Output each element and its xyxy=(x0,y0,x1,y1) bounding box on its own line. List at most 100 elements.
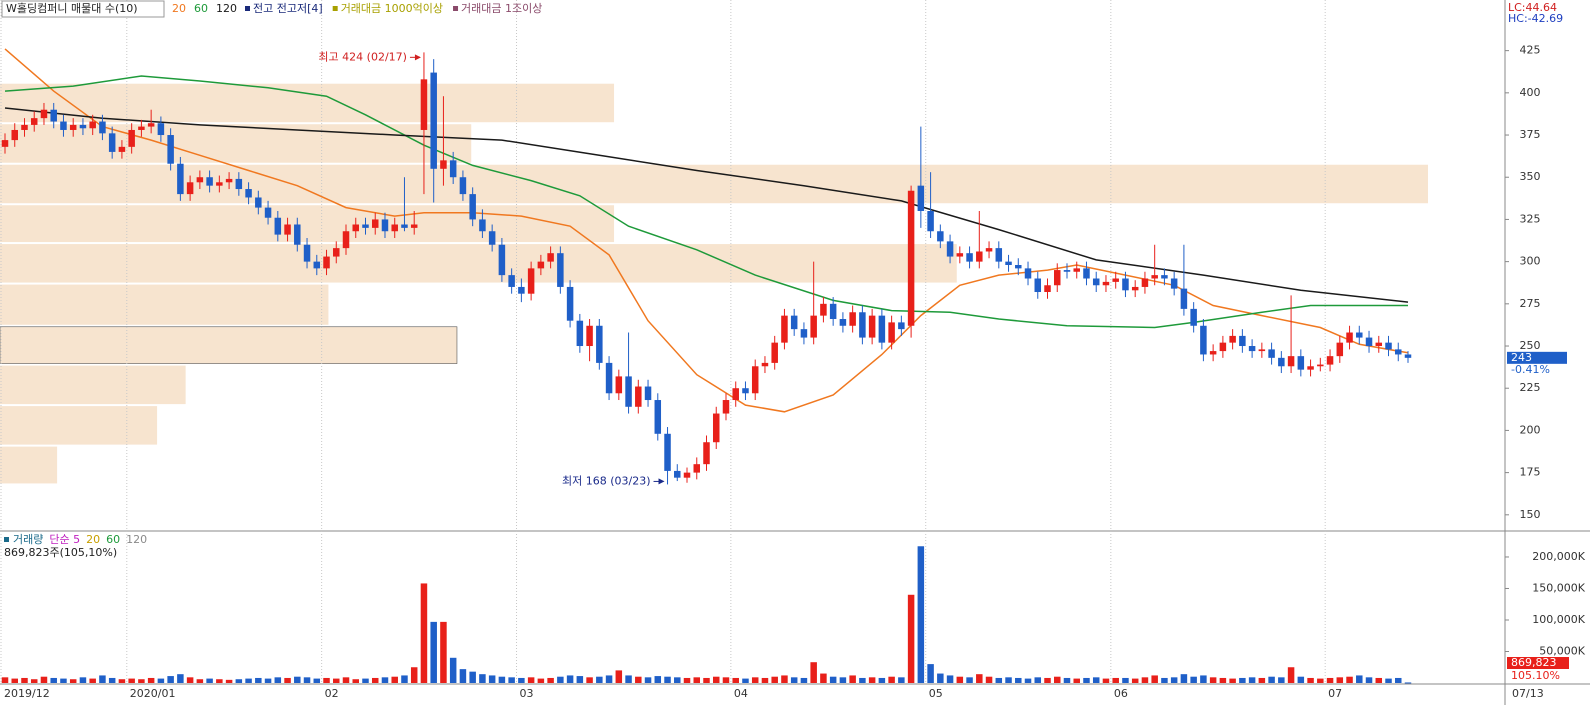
candle-body xyxy=(1044,285,1051,293)
volume-bar xyxy=(371,677,379,683)
volume-bar xyxy=(157,678,165,683)
volume-bar xyxy=(1356,675,1363,683)
candle-body xyxy=(966,253,973,262)
y-tick-label: 150,000K xyxy=(1532,581,1585,594)
candle-body xyxy=(498,244,506,276)
y-tick-label: 325 xyxy=(1520,212,1541,225)
volume-bar xyxy=(1258,677,1266,683)
candle-body xyxy=(664,433,671,471)
candle-body xyxy=(615,376,623,394)
volume-bar xyxy=(1180,674,1188,683)
volume-bar xyxy=(644,677,652,683)
volume-bar xyxy=(1151,675,1158,683)
y-tick-label: 300 xyxy=(1520,255,1541,268)
candle-body xyxy=(401,224,408,228)
volume-bar xyxy=(820,673,827,683)
volume-bar xyxy=(128,678,135,683)
candle-body xyxy=(586,325,593,347)
volume-bar xyxy=(1102,678,1110,683)
volume-profile-bar xyxy=(0,205,615,243)
candle-body xyxy=(284,224,291,235)
candle-body xyxy=(888,322,895,343)
candle-body xyxy=(255,197,262,208)
price-box xyxy=(1507,351,1567,364)
volume-bar xyxy=(1015,677,1022,683)
volume-profile-bar xyxy=(0,365,186,405)
volume-profile-bar xyxy=(0,446,58,484)
chart-title: W홀딩컴퍼니 매물대 수(10) xyxy=(6,2,138,15)
candle-body xyxy=(635,386,642,407)
volume-bar xyxy=(712,676,720,683)
volume-bar xyxy=(225,679,233,683)
candle-body xyxy=(420,79,428,130)
candle-body xyxy=(1326,356,1334,365)
volume-bar xyxy=(1063,677,1071,683)
candle-body xyxy=(186,182,194,195)
volume-bar xyxy=(313,678,321,683)
x-tick-label: 06 xyxy=(1114,687,1128,700)
candle-body xyxy=(1092,278,1100,286)
candle-body xyxy=(596,325,603,363)
volume-bar xyxy=(410,667,418,683)
volume-bar xyxy=(586,677,593,683)
candle-body xyxy=(557,253,564,287)
volume-bar xyxy=(1229,678,1236,683)
volume-bar xyxy=(186,677,194,683)
candle-body xyxy=(30,118,38,125)
candle-body xyxy=(352,224,359,232)
candle-body xyxy=(644,386,652,401)
legend-icon xyxy=(4,537,9,542)
candle-body xyxy=(1034,278,1042,293)
candle-body xyxy=(1180,288,1188,309)
legend-item: 거래대금 1조이상 xyxy=(461,2,542,15)
candle-body xyxy=(167,135,174,164)
volume-bar xyxy=(956,676,964,683)
candle-body xyxy=(956,253,964,257)
x-tick-label: 04 xyxy=(734,687,748,700)
volume-bar xyxy=(810,662,817,683)
volume-bar xyxy=(781,675,788,683)
volume-bar xyxy=(1307,677,1314,683)
candle-body xyxy=(69,124,77,130)
y-tick-label: 275 xyxy=(1520,297,1541,310)
x-tick-label: 07 xyxy=(1328,687,1342,700)
volume-bar xyxy=(1170,677,1178,683)
candle-body xyxy=(371,219,379,228)
candle-body xyxy=(1258,349,1266,352)
volume-bar xyxy=(625,675,632,683)
volume-bar xyxy=(868,677,876,683)
candle-body xyxy=(1054,270,1061,286)
y-tick-label: 200,000K xyxy=(1532,550,1585,563)
legend-icon xyxy=(245,6,250,11)
volume-bar xyxy=(907,594,915,683)
volume-bar xyxy=(420,583,428,683)
candle-body xyxy=(995,248,1003,262)
volume-bar xyxy=(50,677,57,683)
volume-bar xyxy=(508,677,515,683)
legend-item: 전고 전고저[4] xyxy=(253,2,323,15)
volume-bar xyxy=(859,677,866,683)
candle-body xyxy=(820,303,827,316)
volume-bar xyxy=(937,673,944,683)
candle-body xyxy=(1287,356,1295,367)
volume-bar xyxy=(1278,677,1285,683)
volume-last: 869,823 xyxy=(1511,656,1557,669)
candle-body xyxy=(518,286,525,294)
volume-bar xyxy=(1122,677,1129,683)
volume-profile-bar xyxy=(0,124,472,163)
candle-body xyxy=(547,253,554,262)
candle-body xyxy=(440,160,447,169)
volume-bar xyxy=(488,675,496,683)
volume-bar xyxy=(352,679,359,683)
volume-bar xyxy=(1317,678,1324,683)
candle-body xyxy=(1122,278,1129,291)
candle-body xyxy=(761,362,769,367)
candle-body xyxy=(946,241,954,257)
candle-body xyxy=(1200,325,1207,355)
volume-bar xyxy=(11,678,18,683)
candle-body xyxy=(488,231,496,245)
candle-body xyxy=(1024,268,1032,279)
ma-legend: 120 xyxy=(216,2,237,15)
candle-body xyxy=(898,322,905,330)
